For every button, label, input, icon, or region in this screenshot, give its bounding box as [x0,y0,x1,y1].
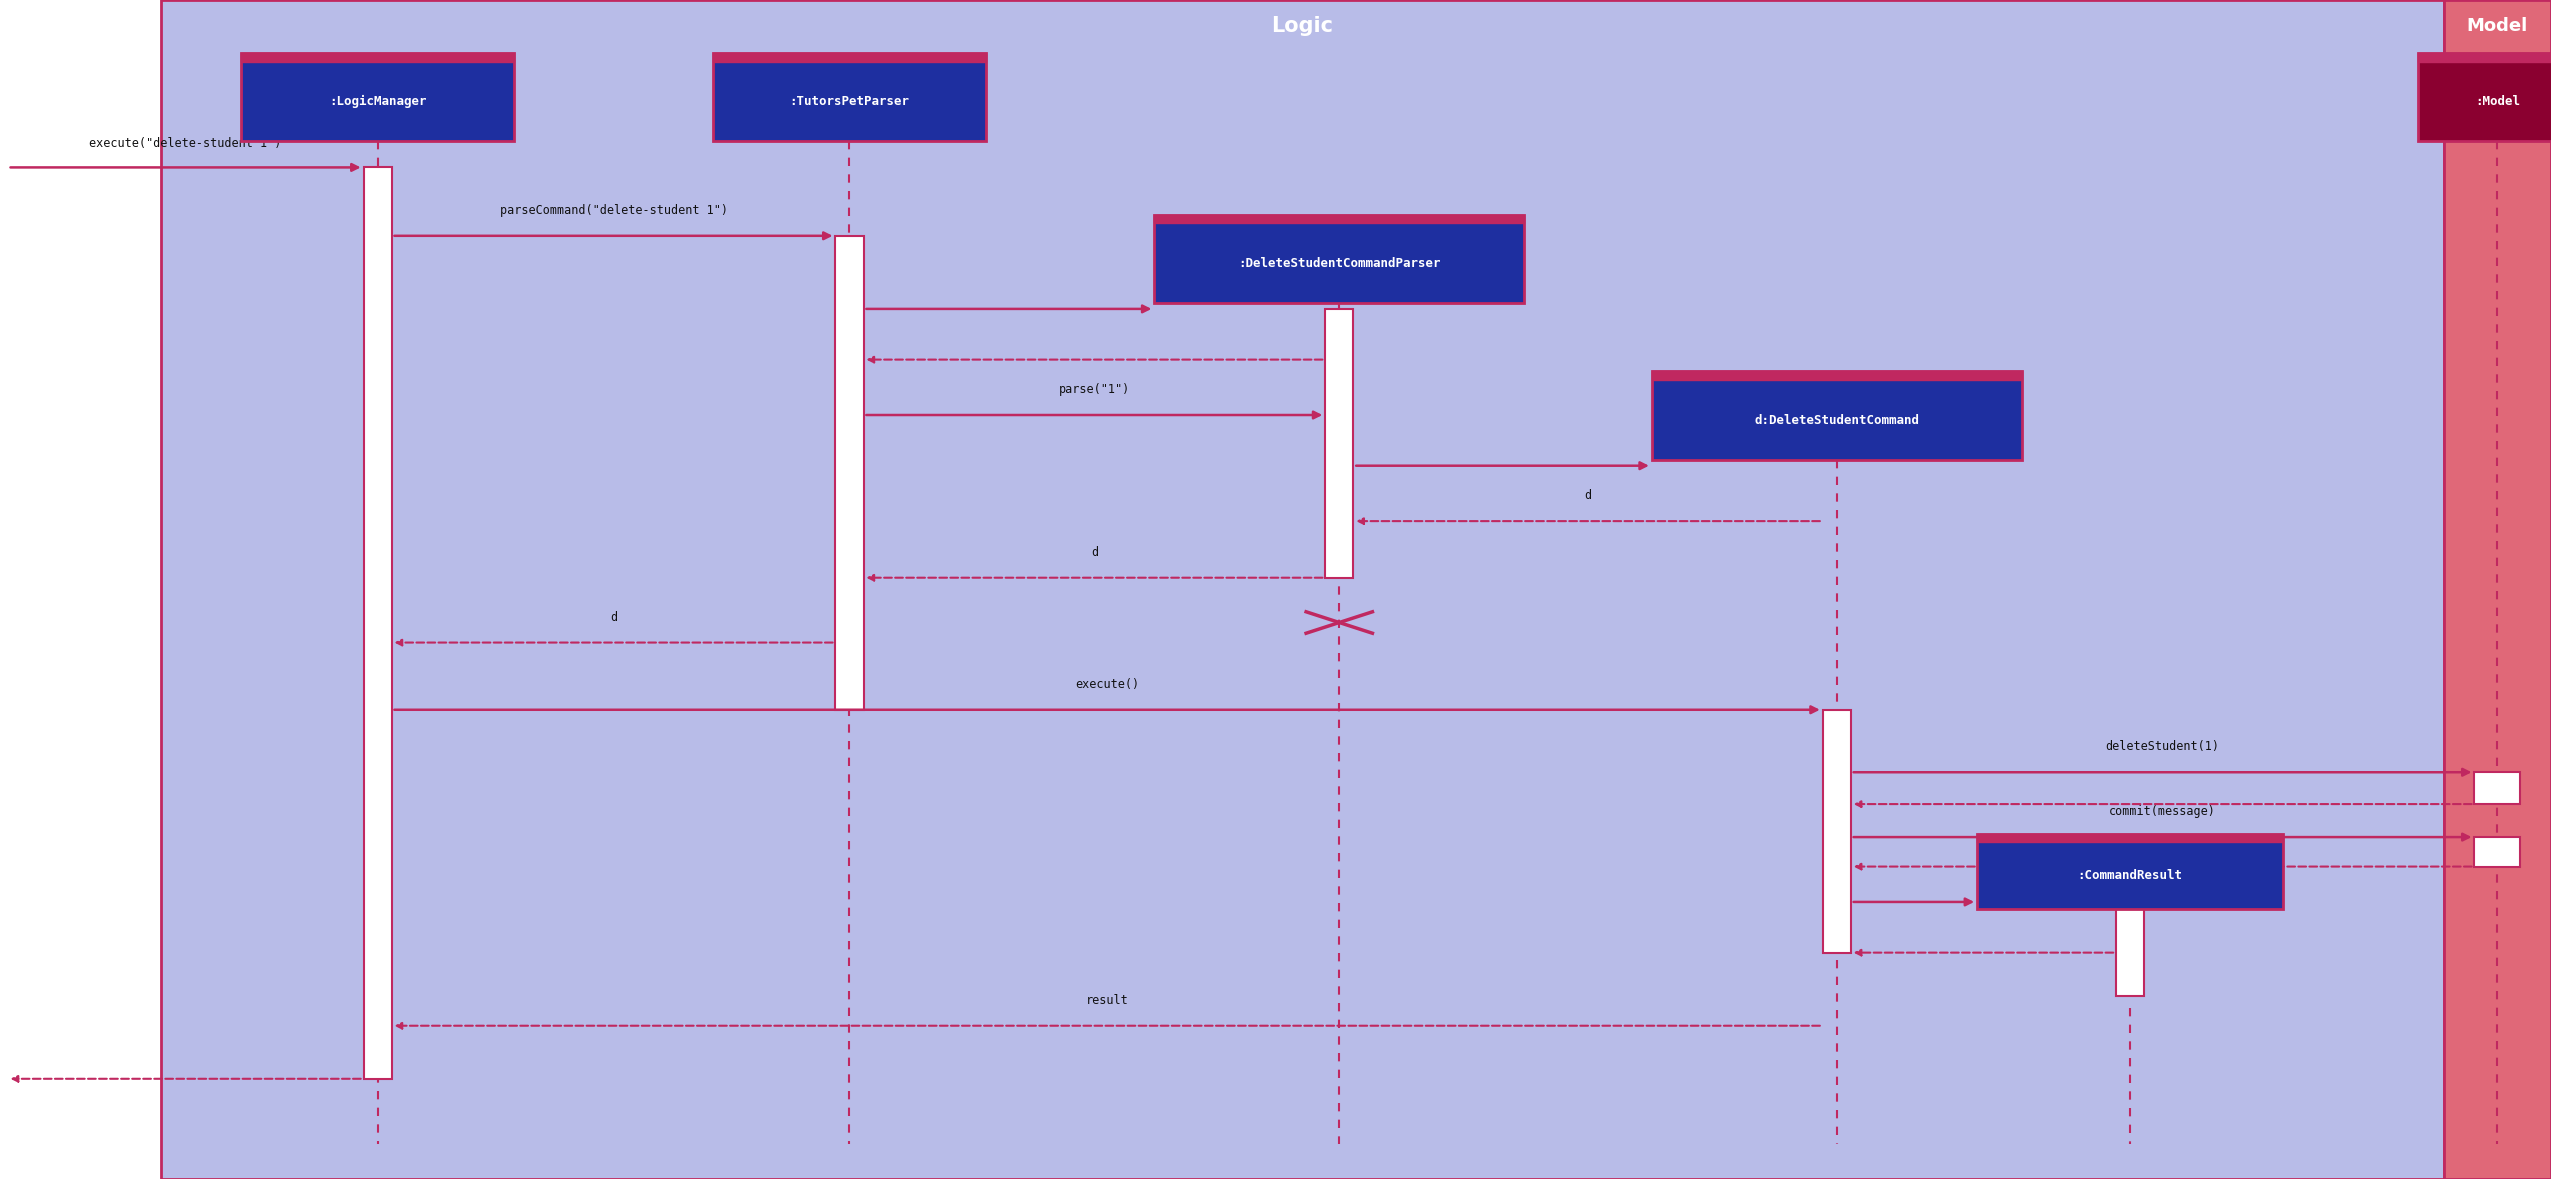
Text: d: d [1092,546,1097,559]
Bar [1327,309,1355,578]
Bar [2418,53,2551,61]
Bar [2117,902,2145,996]
Text: execute(): execute() [1074,678,1140,691]
Text: :TutorsPetParser: :TutorsPetParser [788,95,911,108]
Bar [240,53,515,141]
Bar [2474,837,2520,867]
Text: execute("delete-student 1"): execute("delete-student 1") [89,137,281,150]
Bar [1653,371,2020,460]
Bar [1821,710,1849,953]
Bar [2418,53,2551,141]
Text: result: result [1087,994,1128,1007]
Text: parse("1"): parse("1") [1059,383,1130,396]
Bar [240,53,515,61]
Bar [1153,215,1525,224]
Text: d: d [610,611,617,624]
Text: :CommandResult: :CommandResult [2077,869,2184,882]
Text: :DeleteStudentCommandParser: :DeleteStudentCommandParser [1237,257,1441,270]
Bar [1653,371,2020,380]
Text: parseCommand("delete-student 1"): parseCommand("delete-student 1") [500,204,727,217]
Text: commit(message): commit(message) [2110,805,2217,818]
Text: Logic: Logic [1270,17,1334,35]
Bar [837,236,862,710]
Bar [161,0,2444,1179]
Text: d: d [1584,489,1592,502]
Text: :Model: :Model [2474,95,2520,108]
Bar [1153,215,1525,303]
Bar [2474,772,2520,804]
Text: :LogicManager: :LogicManager [329,95,426,108]
Text: deleteStudent(1): deleteStudent(1) [2105,740,2219,753]
Bar [2444,0,2551,1179]
Bar [714,53,987,141]
Text: d:DeleteStudentCommand: d:DeleteStudentCommand [1755,414,1918,427]
Bar [714,53,987,61]
Text: Model: Model [2467,17,2528,35]
Bar [1977,835,2283,909]
Bar [362,167,393,1079]
Bar [1977,835,2283,842]
